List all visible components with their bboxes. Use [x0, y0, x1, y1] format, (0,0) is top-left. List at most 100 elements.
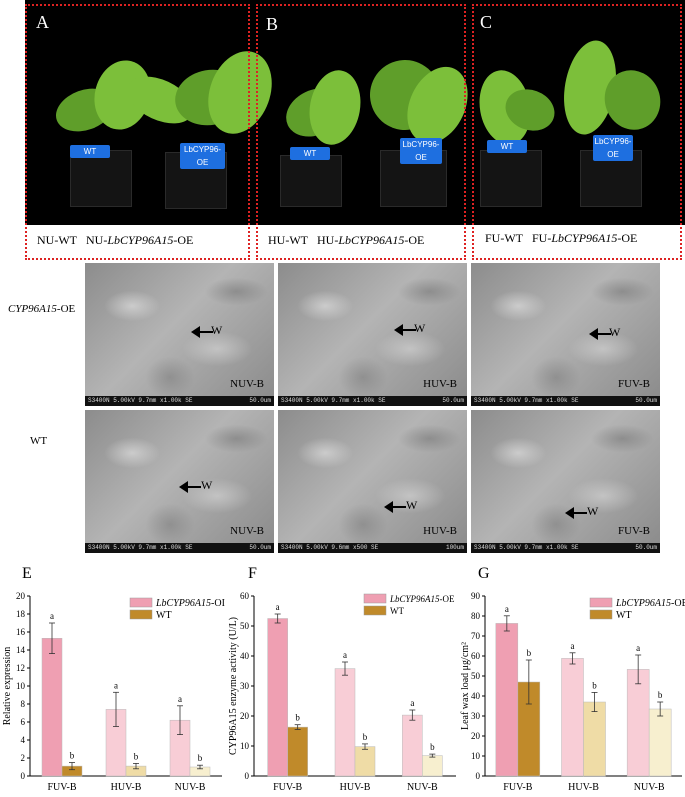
sem-arrow-icon [565, 507, 587, 519]
x-tick-label: HUV-B [568, 782, 599, 793]
significance-letter: b [198, 753, 203, 763]
sem-condition-label: FUV-B [618, 378, 650, 390]
panel-label-c: C [480, 12, 493, 32]
bar [267, 618, 288, 777]
sem-wax-label: W [211, 323, 223, 337]
bar [354, 746, 376, 777]
y-tick-label: 0 [21, 771, 26, 781]
significance-letter: a [114, 680, 118, 690]
panel-b-frame [256, 4, 466, 260]
x-tick-label: NUV-B [634, 782, 665, 793]
legend-label: LbCYP96A15-OI [155, 598, 225, 609]
y-tick-label: 70 [471, 631, 481, 641]
sem-texture [471, 410, 660, 553]
panel-label-b: B [266, 14, 279, 34]
legend-swatch [589, 597, 613, 608]
bar [626, 669, 650, 777]
y-tick-label: 14 [16, 645, 26, 655]
sem-arrow-icon [191, 326, 213, 338]
y-tick-label: 10 [471, 751, 481, 761]
y-tick-label: 6 [21, 717, 26, 727]
significance-letter: a [636, 643, 640, 653]
pot [280, 155, 342, 207]
panel-label-f: F [248, 565, 257, 582]
sem-condition-label: NUV-B [230, 525, 264, 537]
y-tick-label: 10 [240, 741, 250, 751]
panel-a-frame [25, 4, 250, 260]
significance-letter: b [363, 732, 368, 742]
plant-photo: WT LbCYP96-OE WT LbCYP96-OE WT LbCYP96-O… [25, 0, 685, 225]
sem-arrow-icon [589, 328, 611, 340]
legend-swatch [363, 593, 387, 604]
chart-leaf-wax-load: 0 10 20 30 40 50 60 70 80 90 Leaf wax load μg/cm² F… [460, 591, 685, 793]
x-tick-label: HUV-B [340, 782, 371, 793]
pot-tag: WT [290, 147, 330, 160]
y-tick-label: 50 [471, 671, 481, 681]
sem-info-bar: S3400N 5.00kV 9.7mm x1.00k SE [278, 396, 467, 406]
significance-letter: a [410, 698, 414, 708]
y-axis-title: Relative expression [2, 647, 13, 726]
significance-letter: a [571, 641, 575, 651]
bar [41, 638, 63, 777]
y-tick-label: 40 [471, 691, 481, 701]
legend-label: WT [156, 610, 172, 621]
bar [287, 726, 308, 777]
y-tick-label: 2 [21, 753, 26, 763]
y-tick-label: 90 [471, 591, 481, 601]
sem-image: W FUV-B S3400N 5.00kV 9.7mm x1.00k SE 50.0u… [471, 263, 660, 406]
sem-scale-label: 50.0um [635, 397, 657, 404]
bar [583, 701, 606, 777]
sem-scale-label: 100um [445, 544, 464, 551]
sem-condition-label: FUV-B [618, 525, 650, 537]
y-tick-label: 18 [16, 609, 26, 619]
sem-scale-label: 50.0um [249, 397, 271, 404]
sem-image: W FUV-B S3400N 5.00kV 9.7mm x1.00k SE 50.0u… [471, 410, 660, 553]
significance-letter: a [505, 604, 509, 614]
sem-texture [278, 410, 467, 553]
x-tick-label: FUV-B [273, 782, 302, 793]
bar [422, 755, 443, 777]
sem-wax-label: W [406, 498, 418, 512]
y-axis-title: Leaf wax load μg/cm² [460, 642, 471, 730]
significance-letter: b [70, 751, 75, 761]
y-tick-label: 40 [240, 651, 250, 661]
sem-info-bar: S3400N 5.00kV 9.7mm x1.00k SE [471, 543, 660, 553]
significance-letter: a [343, 650, 347, 660]
y-tick-label: 60 [240, 591, 250, 601]
sem-scale-label: 50.0um [249, 544, 271, 551]
sem-texture [278, 263, 467, 406]
y-tick-label: 30 [471, 711, 481, 721]
legend-label: WT [616, 610, 632, 621]
sem-wax-label: W [609, 325, 621, 339]
sem-info-bar: S3400N 5.00kV 9.7mm x1.00k SE [471, 396, 660, 406]
legend-swatch [363, 605, 387, 616]
y-tick-label: 12 [16, 663, 25, 673]
sem-condition-label: HUV-B [423, 525, 457, 537]
y-tick-label: 0 [476, 771, 481, 781]
significance-letter: b [592, 680, 597, 690]
sem-image: W NUV-B S3400N 5.00kV 9.7mm x1.00k SE 50.0u… [85, 410, 274, 553]
bar [561, 658, 584, 777]
legend-label: WT [390, 606, 404, 616]
legend-swatch [129, 597, 153, 608]
pot-tag: WT [70, 145, 110, 158]
caption-c: FU-WT FU-LbCYP96A15-OE [485, 231, 638, 245]
sem-wax-label: W [414, 321, 426, 335]
bar [495, 623, 519, 777]
y-tick-label: 80 [471, 611, 481, 621]
y-axis-title: CYP96A15 enzyme activity (U/L) [228, 617, 239, 755]
significance-letter: b [658, 690, 663, 700]
y-tick-label: 8 [21, 699, 26, 709]
chart-relative-expression: 0 2 4 6 8 10 12 14 16 18 20 Relative expression FUV-… [2, 591, 225, 793]
sem-scale-label: 50.0um [635, 544, 657, 551]
sem-texture [85, 263, 274, 406]
bar [648, 708, 672, 777]
sem-arrow-icon [179, 481, 201, 493]
pot-tag: WT [487, 140, 527, 153]
sem-texture [471, 263, 660, 406]
y-tick-label: 60 [471, 651, 481, 661]
sem-info-bar: S3400N 5.00kV 9.6mm x500 SE [278, 543, 467, 553]
significance-letter: b [430, 742, 435, 752]
significance-letter: b [295, 713, 300, 723]
sem-scale-label: 50.0um [442, 397, 464, 404]
